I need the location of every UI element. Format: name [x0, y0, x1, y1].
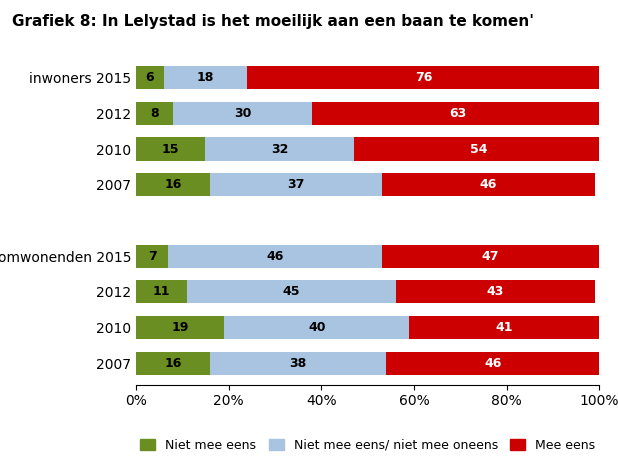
Text: 19: 19 [171, 321, 188, 334]
Bar [136, 137, 205, 161]
Text: 54: 54 [470, 143, 488, 156]
Text: 6: 6 [146, 71, 154, 84]
Bar [210, 352, 386, 375]
Bar [187, 280, 396, 303]
Text: 16: 16 [164, 178, 182, 191]
Text: 32: 32 [271, 143, 289, 156]
Bar [168, 244, 382, 268]
Text: 16: 16 [164, 356, 182, 370]
Bar [136, 102, 173, 125]
Bar [210, 173, 382, 197]
Bar [136, 352, 210, 375]
Bar [173, 102, 312, 125]
Bar [396, 280, 595, 303]
Text: 47: 47 [482, 250, 499, 263]
Bar [136, 280, 187, 303]
Text: 43: 43 [486, 285, 504, 298]
Text: 41: 41 [496, 321, 513, 334]
Bar [382, 173, 595, 197]
Legend: Niet mee eens, Niet mee eens/ niet mee oneens, Mee eens: Niet mee eens, Niet mee eens/ niet mee o… [135, 433, 601, 456]
Text: 18: 18 [197, 71, 214, 84]
Bar [312, 102, 604, 125]
Text: 46: 46 [484, 356, 502, 370]
Bar [382, 244, 599, 268]
Bar [247, 66, 599, 89]
Text: 46: 46 [480, 178, 497, 191]
Text: 38: 38 [290, 356, 307, 370]
Text: 63: 63 [449, 107, 467, 120]
Bar [224, 316, 409, 339]
Text: 30: 30 [234, 107, 252, 120]
Text: 45: 45 [282, 285, 300, 298]
Text: 11: 11 [153, 285, 170, 298]
Text: Grafiek 8: In Lelystad is het moeilijk aan een baan te komen': Grafiek 8: In Lelystad is het moeilijk a… [12, 14, 535, 29]
Text: 7: 7 [148, 250, 156, 263]
Bar [136, 173, 210, 197]
Bar [205, 137, 353, 161]
Text: 76: 76 [415, 71, 432, 84]
Text: 8: 8 [150, 107, 159, 120]
Text: 46: 46 [266, 250, 284, 263]
Bar [353, 137, 604, 161]
Text: 37: 37 [287, 178, 305, 191]
Bar [136, 316, 224, 339]
Bar [136, 66, 164, 89]
Text: 40: 40 [308, 321, 326, 334]
Bar [386, 352, 599, 375]
Bar [409, 316, 599, 339]
Bar [164, 66, 247, 89]
Bar [136, 244, 168, 268]
Text: 15: 15 [162, 143, 179, 156]
